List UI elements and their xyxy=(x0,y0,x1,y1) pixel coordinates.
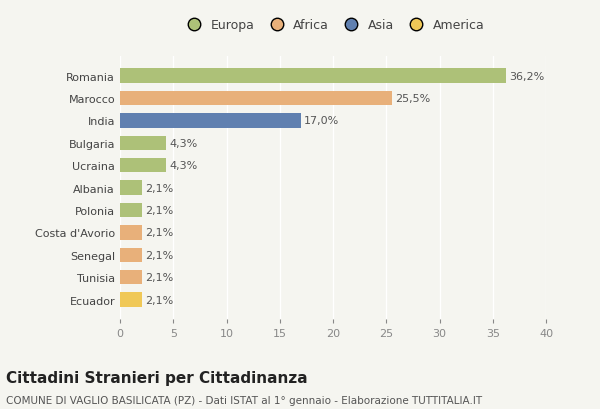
Text: 25,5%: 25,5% xyxy=(395,94,430,104)
Bar xyxy=(120,92,392,106)
Text: 2,1%: 2,1% xyxy=(146,205,174,216)
Bar xyxy=(120,203,142,218)
Text: 2,1%: 2,1% xyxy=(146,183,174,193)
Bar xyxy=(120,69,506,84)
Text: COMUNE DI VAGLIO BASILICATA (PZ) - Dati ISTAT al 1° gennaio - Elaborazione TUTTI: COMUNE DI VAGLIO BASILICATA (PZ) - Dati … xyxy=(6,395,482,405)
Text: 36,2%: 36,2% xyxy=(509,72,544,81)
Bar xyxy=(120,114,301,128)
Bar xyxy=(120,226,142,240)
Bar xyxy=(120,136,166,151)
Text: 2,1%: 2,1% xyxy=(146,272,174,283)
Bar xyxy=(120,270,142,285)
Text: 17,0%: 17,0% xyxy=(304,116,340,126)
Bar xyxy=(120,248,142,263)
Text: 2,1%: 2,1% xyxy=(146,250,174,260)
Legend: Europa, Africa, Asia, America: Europa, Africa, Asia, America xyxy=(179,16,487,34)
Text: 4,3%: 4,3% xyxy=(169,139,197,148)
Bar xyxy=(120,159,166,173)
Bar xyxy=(120,292,142,307)
Bar xyxy=(120,181,142,196)
Text: 2,1%: 2,1% xyxy=(146,295,174,305)
Text: 4,3%: 4,3% xyxy=(169,161,197,171)
Text: Cittadini Stranieri per Cittadinanza: Cittadini Stranieri per Cittadinanza xyxy=(6,370,308,385)
Text: 2,1%: 2,1% xyxy=(146,228,174,238)
